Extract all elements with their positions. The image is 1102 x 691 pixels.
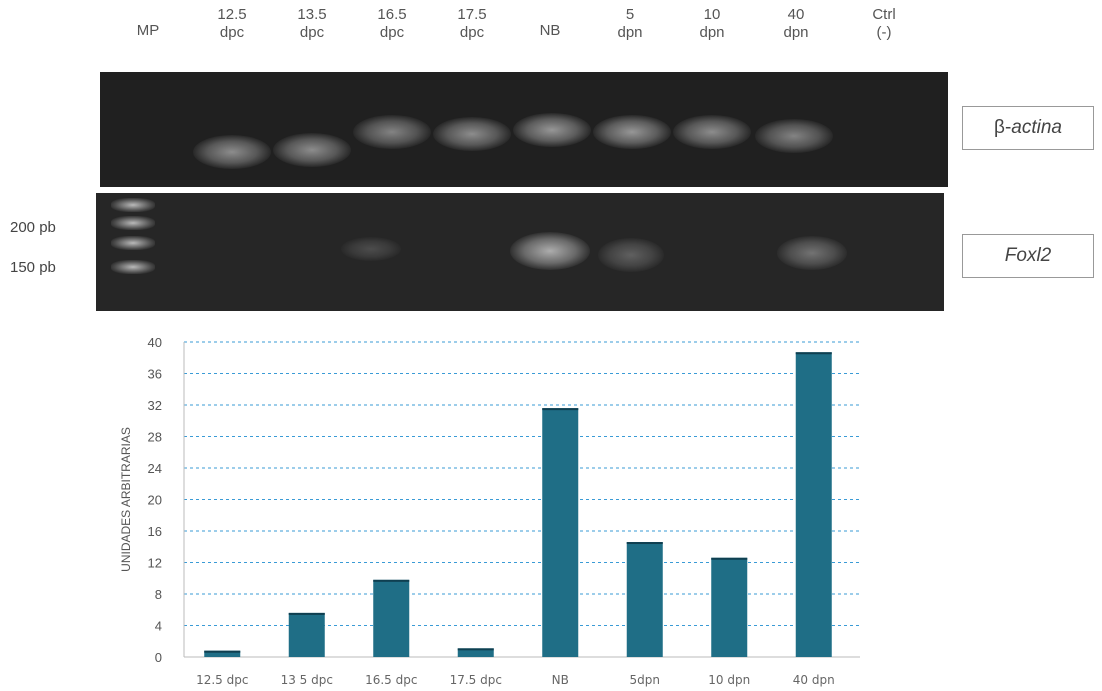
y-tick-label: 40 <box>148 335 162 350</box>
lane-label-line2: dpc <box>219 24 245 41</box>
lane-label-line2: dpc <box>299 24 325 41</box>
lane-label-line1: 12.5 <box>217 6 247 23</box>
bar-top <box>795 352 832 355</box>
actin-band <box>513 113 591 147</box>
y-tick-label: 16 <box>148 524 162 539</box>
bar <box>204 650 241 657</box>
lane-label-line1: 17.5 <box>457 6 487 23</box>
actin-band <box>673 115 751 149</box>
y-tick-label: 0 <box>155 650 162 665</box>
foxl2-band <box>510 232 590 270</box>
lane-label-line1: 5 <box>625 6 635 23</box>
beta-actin-prefix: β- <box>994 117 1012 138</box>
lane-label: 13.5 dpc <box>272 6 352 42</box>
y-axis-title: UNIDADES ARBITRARIAS <box>119 427 133 572</box>
lane-label-line2: dpc <box>379 24 405 41</box>
ladder-band <box>111 236 155 250</box>
lane-label: 17.5 dpc <box>432 6 512 42</box>
y-tick-label: 8 <box>155 587 162 602</box>
foxl2-band <box>777 236 847 270</box>
y-tick-label: 12 <box>148 556 162 571</box>
bar <box>711 557 748 657</box>
bar <box>795 352 832 657</box>
lane-label: 40 dpn <box>756 6 836 42</box>
y-tick-label: 20 <box>148 493 162 508</box>
x-category-label: 12.5 dpc <box>196 673 248 687</box>
lane-label-line1: 40 <box>787 6 805 23</box>
x-category-label: NB <box>552 673 569 687</box>
x-category-label: 5dpn <box>630 673 660 687</box>
lane-label: Ctrl (-) <box>844 6 924 42</box>
expression-bar-chart: 0 4 8 12 16 20 24 28 32 36 40 UNIDADES ARBITRARIAS 1… <box>119 335 860 687</box>
bar <box>288 612 325 657</box>
bar-top <box>373 579 410 582</box>
bar <box>626 542 663 657</box>
y-tick-label: 36 <box>148 367 162 382</box>
lane-label-line2: dpn <box>783 24 809 41</box>
bar-top <box>626 542 663 545</box>
beta-actin-label-box: β-actina <box>962 106 1094 150</box>
y-tick-label: 24 <box>148 461 162 476</box>
actin-band <box>273 133 351 167</box>
actin-band <box>593 115 671 149</box>
x-category-label: 13 5 dpc <box>281 673 333 687</box>
bar <box>542 408 579 657</box>
size-marker-200: 200 pb <box>10 219 56 236</box>
lane-label-line2: dpc <box>459 24 485 41</box>
bar <box>457 648 494 657</box>
x-category-label: 17.5 dpc <box>450 673 502 687</box>
lane-label: 5 dpn <box>590 6 670 42</box>
foxl2-label-box: Foxl2 <box>962 234 1094 278</box>
y-tick-label: 28 <box>148 430 162 445</box>
foxl2-band <box>598 238 664 272</box>
actin-band <box>193 135 271 169</box>
lane-label-line1: NB <box>539 22 561 39</box>
beta-actin-gel-image <box>100 72 948 187</box>
ladder-band <box>111 260 155 274</box>
foxl2-gene-name: Foxl2 <box>1004 245 1052 266</box>
y-tick-label: 4 <box>155 619 162 634</box>
bar <box>373 579 410 657</box>
bar-top <box>457 648 494 651</box>
bar-top <box>204 650 241 653</box>
bar-top <box>711 557 748 560</box>
lane-label: MP <box>108 22 188 40</box>
foxl2-gel-image <box>96 193 944 311</box>
ladder-band <box>111 216 155 230</box>
size-marker-150: 150 pb <box>10 259 56 276</box>
actin-band <box>353 115 431 149</box>
lane-label: NB <box>510 22 590 40</box>
lane-label-line1: Ctrl <box>872 6 896 23</box>
lane-label-line2: dpn <box>699 24 725 41</box>
lane-label-line1: MP <box>136 22 160 39</box>
actin-band <box>755 119 833 153</box>
beta-actin-gene-name: actina <box>1011 117 1062 138</box>
x-category-label: 10 dpn <box>708 673 750 687</box>
bar-top <box>288 612 325 615</box>
ladder-band <box>111 198 155 212</box>
lane-label: 12.5 dpc <box>192 6 272 42</box>
lane-label-line2: (-) <box>876 24 892 41</box>
lane-label: 16.5 dpc <box>352 6 432 42</box>
y-tick-label: 32 <box>148 398 162 413</box>
x-category-label: 40 dpn <box>793 673 835 687</box>
lane-label-line1: 16.5 <box>377 6 407 23</box>
x-category-label: 16.5 dpc <box>365 673 417 687</box>
actin-band <box>433 117 511 151</box>
bar-top <box>542 408 579 411</box>
lane-label-line1: 10 <box>703 6 721 23</box>
lane-label: 10 dpn <box>672 6 752 42</box>
lane-label-line2: dpn <box>617 24 643 41</box>
lane-label-line1: 13.5 <box>297 6 327 23</box>
foxl2-band <box>341 237 401 261</box>
